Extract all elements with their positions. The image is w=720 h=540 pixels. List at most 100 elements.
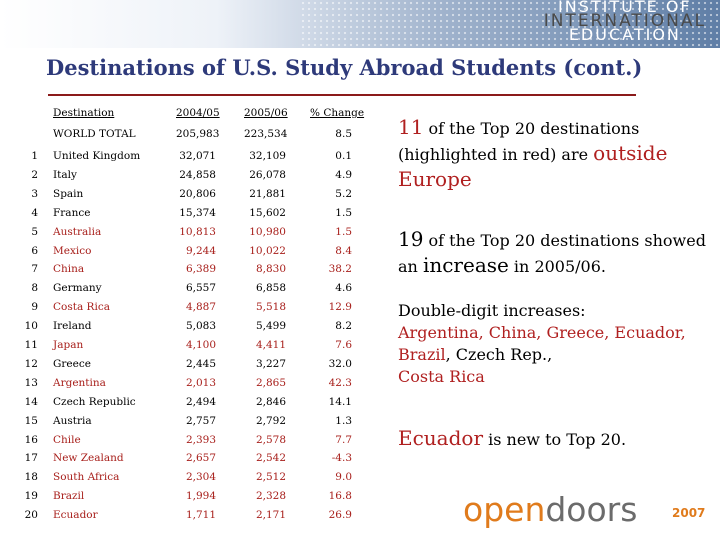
y2-cell: 26,078: [249, 168, 286, 181]
y2-cell: 10,022: [249, 244, 286, 257]
change-cell: 14.1: [328, 395, 352, 408]
destination-cell: Ireland: [53, 320, 92, 333]
header-2004-05: 2004/05: [176, 107, 220, 119]
change-cell: 7.6: [335, 339, 352, 351]
y2-cell: 2,171: [255, 509, 286, 522]
rank-cell: 5: [31, 225, 38, 238]
header-2005-06: 2005/06: [244, 107, 288, 119]
change-cell: 1.5: [335, 206, 352, 219]
note-increase: 19 of the Top 20 destinations showed an …: [398, 227, 706, 277]
change-cell: 1.5: [335, 225, 352, 238]
y1-cell: 24,858: [179, 168, 216, 181]
change-cell: 38.2: [328, 263, 352, 276]
y1-cell: 6,557: [185, 282, 216, 295]
destination-cell: Greece: [53, 357, 91, 370]
y1-cell: 2,304: [185, 471, 216, 484]
rank-cell: 19: [24, 490, 38, 503]
rank-cell: 14: [24, 395, 38, 408]
rank-cell: 3: [31, 187, 38, 200]
destination-cell: China: [53, 263, 85, 276]
change-cell: 4.9: [335, 168, 352, 181]
header-destination: Destination: [53, 107, 115, 119]
destination-cell: Australia: [53, 225, 102, 238]
y1-cell: 2,013: [185, 376, 216, 389]
y2-cell: 2,512: [255, 471, 286, 484]
y2-cell: 2,328: [255, 490, 286, 503]
y2-cell: 5,499: [255, 320, 286, 333]
y1-cell: 2,757: [185, 414, 216, 427]
rank-cell: 18: [24, 471, 38, 484]
y1-cell: 9,244: [185, 244, 216, 257]
change-cell: 7.7: [335, 433, 352, 446]
page-title: Destinations of U.S. Study Abroad Studen…: [46, 55, 643, 80]
header-dot-pattern: [300, 0, 720, 48]
destination-cell: Italy: [53, 168, 77, 181]
rank-cell: 11: [24, 339, 38, 351]
title-divider: [48, 94, 636, 96]
total-y1: 205,983: [176, 128, 220, 140]
note-double-digit: Double-digit increases: Argentina, China…: [398, 301, 686, 386]
header-change: % Change: [310, 107, 365, 119]
change-cell: 8.2: [335, 320, 352, 333]
total-change: 8.5: [335, 128, 352, 140]
rank-cell: 10: [24, 320, 38, 333]
y1-cell: 2,393: [185, 433, 216, 446]
rank-cell: 6: [31, 244, 38, 257]
change-cell: 9.0: [335, 471, 352, 484]
y1-cell: 4,100: [185, 339, 216, 351]
change-cell: 4.6: [335, 282, 352, 295]
y2-cell: 4,411: [255, 339, 286, 351]
destination-cell: United Kingdom: [53, 150, 141, 162]
change-cell: 32.0: [328, 357, 352, 370]
y1-cell: 10,813: [179, 225, 216, 238]
total-label: WORLD TOTAL: [53, 128, 136, 140]
y2-cell: 3,227: [255, 357, 286, 370]
note-outside-europe: 11 of the Top 20 destinations (highlight…: [398, 115, 668, 191]
y2-cell: 2,792: [255, 414, 286, 427]
y1-cell: 2,445: [185, 357, 216, 370]
y2-cell: 5,518: [255, 301, 286, 314]
rank-cell: 7: [31, 263, 38, 276]
destination-cell: Brazil: [53, 490, 85, 503]
opendoors-year: 2007: [672, 506, 706, 520]
destination-cell: Germany: [53, 282, 102, 295]
rank-cell: 8: [31, 282, 38, 295]
rank-cell: 13: [24, 376, 38, 389]
change-cell: 12.9: [328, 301, 352, 314]
y2-cell: 8,830: [255, 263, 286, 276]
y1-cell: 1,994: [185, 490, 216, 503]
y2-cell: 15,602: [249, 206, 286, 219]
y1-cell: 20,806: [179, 187, 216, 200]
rank-cell: 4: [31, 206, 38, 219]
y1-cell: 1,711: [185, 509, 216, 522]
change-cell: 8.4: [335, 244, 352, 257]
destination-cell: Czech Republic: [53, 395, 136, 408]
y1-cell: 6,389: [185, 263, 216, 276]
y2-cell: 2,578: [255, 433, 286, 446]
rank-cell: 17: [24, 452, 38, 465]
rank-cell: 16: [24, 433, 38, 446]
y2-cell: 32,109: [249, 150, 286, 162]
note-ecuador: Ecuador is new to Top 20.: [398, 426, 627, 450]
destination-cell: Spain: [53, 187, 84, 200]
y2-cell: 2,846: [255, 395, 286, 408]
y2-cell: 21,881: [249, 187, 286, 200]
y1-cell: 5,083: [185, 320, 216, 333]
change-cell: 5.2: [335, 187, 352, 200]
y1-cell: 32,071: [179, 150, 216, 162]
y1-cell: 15,374: [179, 206, 216, 219]
rank-cell: 1: [31, 150, 38, 162]
destination-cell: France: [53, 206, 91, 219]
y1-cell: 2,657: [185, 452, 216, 465]
change-cell: 0.1: [335, 150, 352, 162]
y1-cell: 2,494: [185, 395, 216, 408]
rank-cell: 12: [24, 357, 38, 370]
rank-cell: 2: [31, 168, 38, 181]
opendoors-logo: opendoors: [463, 490, 638, 529]
y2-cell: 2,865: [255, 376, 286, 389]
destination-cell: Mexico: [53, 244, 92, 257]
destination-cell: Japan: [53, 339, 84, 351]
y2-cell: 2,542: [255, 452, 286, 465]
y1-cell: 4,887: [185, 301, 216, 314]
change-cell: 16.8: [328, 490, 352, 503]
